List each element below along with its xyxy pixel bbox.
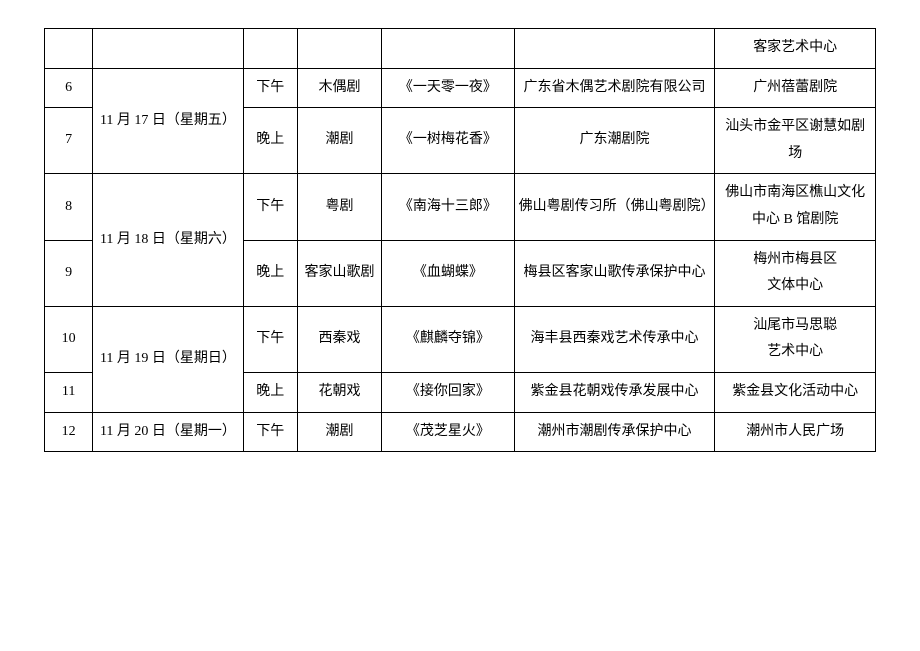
cell-venue: 紫金县文化活动中心 <box>715 372 876 412</box>
table-row: 10 11 月 19 日（星期日） 下午 西秦戏 《麒麟夺锦》 海丰县西秦戏艺术… <box>45 306 876 372</box>
cell-time: 晚上 <box>243 372 297 412</box>
table-row: 客家艺术中心 <box>45 29 876 69</box>
cell-org: 佛山粤剧传习所（佛山粤剧院） <box>514 174 715 240</box>
table-row: 6 11 月 17 日（星期五） 下午 木偶剧 《一天零一夜》 广东省木偶艺术剧… <box>45 68 876 108</box>
cell-time: 下午 <box>243 174 297 240</box>
cell-idx: 8 <box>45 174 93 240</box>
cell-idx: 7 <box>45 108 93 174</box>
cell-time <box>243 29 297 69</box>
cell-org: 广东省木偶艺术剧院有限公司 <box>514 68 715 108</box>
cell-title: 《麒麟夺锦》 <box>382 306 514 372</box>
cell-idx: 9 <box>45 240 93 306</box>
table-row: 8 11 月 18 日（星期六） 下午 粤剧 《南海十三郎》 佛山粤剧传习所（佛… <box>45 174 876 240</box>
cell-title: 《南海十三郎》 <box>382 174 514 240</box>
cell-date: 11 月 17 日（星期五） <box>93 68 244 174</box>
cell-title: 《血蝴蝶》 <box>382 240 514 306</box>
cell-org <box>514 29 715 69</box>
cell-org: 梅县区客家山歌传承保护中心 <box>514 240 715 306</box>
table-row: 12 11 月 20 日（星期一） 下午 潮剧 《茂芝星火》 潮州市潮剧传承保护… <box>45 412 876 452</box>
cell-idx: 11 <box>45 372 93 412</box>
cell-type: 粤剧 <box>297 174 381 240</box>
cell-time: 下午 <box>243 412 297 452</box>
cell-time: 晚上 <box>243 108 297 174</box>
cell-type: 木偶剧 <box>297 68 381 108</box>
cell-title: 《接你回家》 <box>382 372 514 412</box>
cell-org: 紫金县花朝戏传承发展中心 <box>514 372 715 412</box>
cell-time: 晚上 <box>243 240 297 306</box>
schedule-table: 客家艺术中心 6 11 月 17 日（星期五） 下午 木偶剧 《一天零一夜》 广… <box>44 28 876 452</box>
cell-type: 潮剧 <box>297 108 381 174</box>
cell-date <box>93 29 244 69</box>
cell-idx: 10 <box>45 306 93 372</box>
cell-org: 潮州市潮剧传承保护中心 <box>514 412 715 452</box>
cell-type: 客家山歌剧 <box>297 240 381 306</box>
cell-title: 《一树梅花香》 <box>382 108 514 174</box>
cell-venue: 潮州市人民广场 <box>715 412 876 452</box>
cell-type: 西秦戏 <box>297 306 381 372</box>
cell-time: 下午 <box>243 68 297 108</box>
cell-type <box>297 29 381 69</box>
cell-venue: 广州蓓蕾剧院 <box>715 68 876 108</box>
cell-date: 11 月 19 日（星期日） <box>93 306 244 412</box>
cell-venue: 客家艺术中心 <box>715 29 876 69</box>
cell-venue: 佛山市南海区樵山文化中心 B 馆剧院 <box>715 174 876 240</box>
cell-venue: 汕尾市马思聪艺术中心 <box>715 306 876 372</box>
cell-idx: 12 <box>45 412 93 452</box>
cell-org: 广东潮剧院 <box>514 108 715 174</box>
cell-title: 《茂芝星火》 <box>382 412 514 452</box>
cell-idx: 6 <box>45 68 93 108</box>
cell-time: 下午 <box>243 306 297 372</box>
cell-venue: 汕头市金平区谢慧如剧场 <box>715 108 876 174</box>
cell-title <box>382 29 514 69</box>
cell-venue: 梅州市梅县区文体中心 <box>715 240 876 306</box>
cell-date: 11 月 20 日（星期一） <box>93 412 244 452</box>
cell-date: 11 月 18 日（星期六） <box>93 174 244 306</box>
cell-org: 海丰县西秦戏艺术传承中心 <box>514 306 715 372</box>
cell-title: 《一天零一夜》 <box>382 68 514 108</box>
cell-idx <box>45 29 93 69</box>
page-frame: 客家艺术中心 6 11 月 17 日（星期五） 下午 木偶剧 《一天零一夜》 广… <box>44 28 876 623</box>
cell-type: 花朝戏 <box>297 372 381 412</box>
cell-type: 潮剧 <box>297 412 381 452</box>
